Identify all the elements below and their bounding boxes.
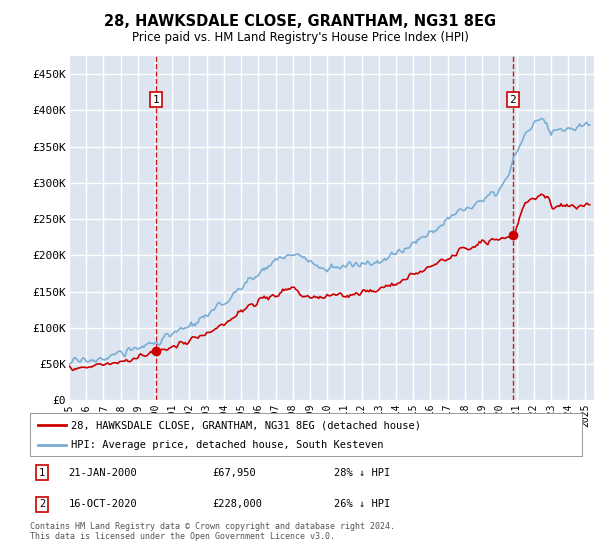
Text: £228,000: £228,000 (212, 500, 262, 510)
Text: Price paid vs. HM Land Registry's House Price Index (HPI): Price paid vs. HM Land Registry's House … (131, 31, 469, 44)
Text: Contains HM Land Registry data © Crown copyright and database right 2024.
This d: Contains HM Land Registry data © Crown c… (30, 522, 395, 542)
Text: 1: 1 (39, 468, 45, 478)
Text: 21-JAN-2000: 21-JAN-2000 (68, 468, 137, 478)
Text: 2: 2 (509, 95, 517, 105)
Text: 2: 2 (39, 500, 45, 510)
Text: 1: 1 (152, 95, 160, 105)
Text: 28, HAWKSDALE CLOSE, GRANTHAM, NG31 8EG (detached house): 28, HAWKSDALE CLOSE, GRANTHAM, NG31 8EG … (71, 421, 421, 430)
Text: £67,950: £67,950 (212, 468, 256, 478)
Text: 26% ↓ HPI: 26% ↓ HPI (334, 500, 390, 510)
Text: HPI: Average price, detached house, South Kesteven: HPI: Average price, detached house, Sout… (71, 440, 384, 450)
Text: 28, HAWKSDALE CLOSE, GRANTHAM, NG31 8EG: 28, HAWKSDALE CLOSE, GRANTHAM, NG31 8EG (104, 14, 496, 29)
Text: 16-OCT-2020: 16-OCT-2020 (68, 500, 137, 510)
Text: 28% ↓ HPI: 28% ↓ HPI (334, 468, 390, 478)
